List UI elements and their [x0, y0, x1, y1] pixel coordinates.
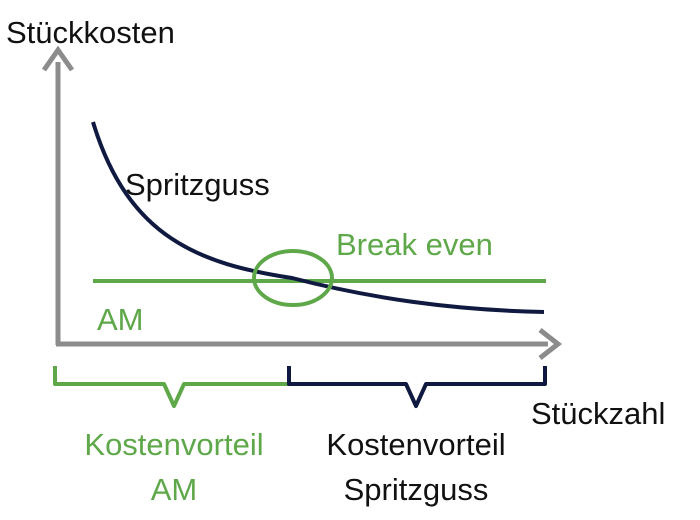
x-axis-arrowhead: [538, 328, 563, 360]
am-advantage-label-line1: Kostenvorteil: [84, 427, 263, 462]
y-axis-label: Stückkosten: [6, 15, 175, 50]
spritzguss-advantage-label-line1: Kostenvorteil: [326, 427, 505, 462]
am-line-label: AM: [97, 302, 144, 337]
am-advantage-brace: [53, 366, 291, 408]
spritzguss-curve-label: Spritzguss: [125, 167, 270, 202]
break-even-label: Break even: [336, 227, 493, 262]
am-advantage-label-line2: AM: [151, 472, 198, 507]
spritzguss-advantage-label-line2: Spritzguss: [344, 472, 489, 507]
spritzguss-cost-curve: [91, 121, 545, 314]
y-axis-arrowhead: [41, 45, 75, 72]
x-axis-label: Stückzahl: [531, 396, 665, 431]
break-even-marker: [252, 249, 334, 307]
spritzguss-advantage-brace: [287, 366, 547, 408]
